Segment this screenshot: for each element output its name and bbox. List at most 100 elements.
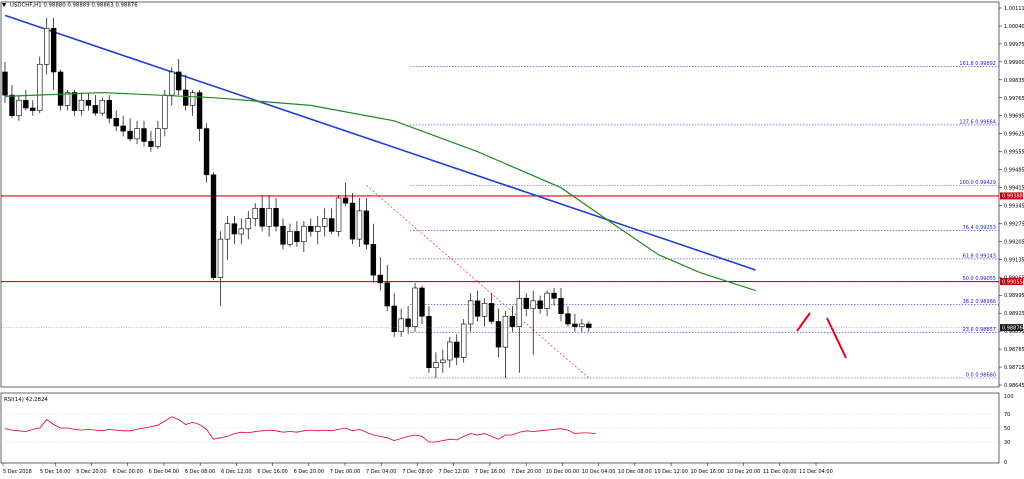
candle-body (189, 92, 196, 106)
time-axis-label: 6 Dec 16:00 (257, 469, 287, 475)
price-badge-label: 0.99055 (1002, 279, 1023, 285)
time-axis-label: 10 Dec 16:00 (690, 469, 724, 475)
candle-body (328, 218, 335, 232)
candle-body (141, 128, 147, 142)
candle-body (9, 94, 15, 116)
candle-body (405, 318, 411, 327)
candle-body (467, 300, 474, 325)
candle-body (113, 117, 119, 127)
candle-body (259, 207, 265, 227)
candle-body (370, 243, 377, 276)
candle-body (315, 225, 321, 232)
candle-body (377, 274, 383, 284)
rsi-axis-label: 50 (1004, 426, 1010, 432)
time-axis-label: 7 Dec 12:00 (439, 469, 469, 475)
price-axis-label: 0.99900 (1004, 60, 1024, 66)
candle-body (92, 105, 99, 114)
time-axis-label: 7 Dec 16:00 (475, 469, 505, 475)
price-axis-label: 0.99555 (1004, 150, 1024, 156)
price-axis-label: 0.98855 (1004, 329, 1024, 335)
rsi-axis-label: 0 (1004, 460, 1007, 466)
time-axis-label: 5 Dec 2018 (3, 469, 32, 475)
candle-body (43, 27, 50, 65)
candle-body (273, 207, 279, 227)
candle-body (134, 128, 140, 140)
price-axis-label: 0.99345 (1004, 203, 1024, 209)
price-badge (1000, 324, 1023, 332)
fibonacci-level-label: 23.6 0.98857 (963, 327, 996, 333)
candle-body (196, 92, 203, 129)
candle-body (162, 94, 168, 129)
fibonacci-level-label: 61.8 0.99143 (963, 253, 996, 259)
price-axis-label: 0.99205 (1004, 239, 1024, 245)
candle-body (342, 197, 349, 204)
candle-body (127, 130, 133, 140)
candle-body (398, 318, 404, 333)
candle-body (106, 99, 112, 119)
bounce-arrow (796, 312, 811, 332)
candle-body (245, 218, 251, 230)
candle-body (50, 27, 57, 73)
candle-body (252, 207, 258, 219)
candle-body (516, 297, 523, 327)
candle-body (509, 315, 516, 327)
candle-body (502, 315, 509, 348)
price-axis-label: 0.99275 (1004, 221, 1024, 227)
candle-body (37, 63, 43, 111)
time-axis-label: 10 Dec 04:00 (582, 469, 616, 475)
candle-body (217, 238, 224, 279)
candle-body (474, 300, 481, 317)
time-axis-label: 7 Dec 08:00 (402, 469, 432, 475)
time-axis-label: 5 Dec 16:00 (40, 469, 70, 475)
price-axis-label: 0.99765 (1004, 96, 1024, 102)
candle-body (294, 231, 300, 243)
moving-average-line (4, 91, 756, 292)
candle-body (544, 292, 550, 309)
candle-body (238, 228, 244, 235)
price-axis-label: 0.99625 (1004, 132, 1024, 138)
candle-body (572, 323, 578, 327)
fibonacci-level-label: 50.0 0.99055 (963, 276, 996, 282)
price-axis-label: 0.98645 (1004, 383, 1024, 389)
time-axis-label: 10 Dec 12:00 (654, 469, 688, 475)
candle-body (2, 71, 8, 96)
fibonacci-range-line (366, 185, 590, 379)
time-axis-label: 7 Dec 00:00 (330, 469, 360, 475)
candle-body (454, 341, 460, 358)
fibonacci-level-label: 0.0 0.98680 (966, 372, 996, 378)
candle-body (210, 174, 217, 279)
time-axis-label: 7 Dec 20:00 (511, 469, 541, 475)
fibonacci-level-label: 161.8 0.99892 (959, 61, 996, 67)
candle-body (586, 323, 592, 328)
candle-body (176, 71, 182, 91)
symbol-dropdown-icon[interactable]: ▼ (2, 3, 7, 9)
candle-body (321, 218, 328, 227)
rsi-axis-label: 30 (1004, 440, 1010, 446)
time-axis-label: 6 Dec 20:00 (294, 469, 324, 475)
price-axis-label: 0.99695 (1004, 114, 1024, 120)
candle-body (447, 341, 453, 361)
price-badge (1000, 278, 1023, 286)
candle-body (266, 207, 272, 227)
price-axis-label: 0.98995 (1004, 293, 1024, 299)
price-axis-label: 0.99835 (1004, 78, 1024, 84)
time-axis-label: 10 Dec 20:00 (727, 469, 761, 475)
candle-body (530, 300, 536, 309)
price-axis-label: 1.00040 (1004, 24, 1024, 30)
time-axis-label: 6 Dec 00:00 (112, 469, 142, 475)
bearish-trend-line[interactable] (4, 14, 756, 271)
time-axis-label: 6 Dec 12:00 (221, 469, 251, 475)
candle-body (579, 323, 585, 327)
candle-body (23, 99, 29, 109)
price-badge (1000, 192, 1023, 200)
candle-body (565, 313, 571, 325)
fibonacci-level-label: 38.2 0.98966 (963, 299, 996, 305)
candle-body (349, 202, 356, 240)
price-axis-label: 0.98925 (1004, 311, 1024, 317)
time-axis-label: 5 Dec 20:00 (76, 469, 106, 475)
candle-body (523, 297, 529, 309)
candle-body (308, 225, 314, 232)
candle-body (169, 71, 175, 96)
